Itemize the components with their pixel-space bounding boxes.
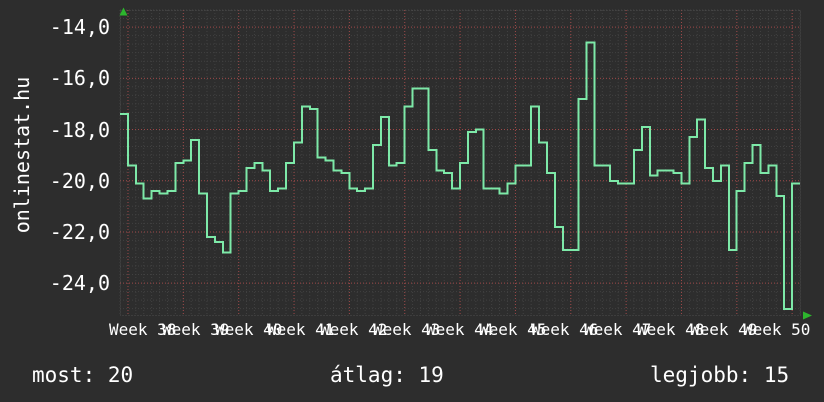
x-tick-label: Week 41 xyxy=(267,320,335,339)
stat-best-value: 15 xyxy=(763,363,790,387)
x-tick-label: Week 49 xyxy=(690,320,758,339)
y-axis-arrow-icon xyxy=(119,7,128,16)
stat-best: legjobb: 15 xyxy=(650,363,789,387)
y-tick-label: -14,0 xyxy=(49,15,110,39)
x-tick-label: Week 47 xyxy=(584,320,652,339)
grid-major-lines xyxy=(120,10,800,315)
x-axis-arrow-icon xyxy=(803,311,812,320)
y-tick-label: -22,0 xyxy=(49,220,110,244)
x-tick-label: Week 42 xyxy=(320,320,388,339)
x-tick-label: Week 39 xyxy=(162,320,230,339)
x-tick-label: Week 46 xyxy=(531,320,599,339)
plot-border xyxy=(120,10,801,316)
stat-average: átlag: 19 xyxy=(330,363,444,387)
y-tick-label: -18,0 xyxy=(49,118,110,142)
x-tick-label: Week 50 xyxy=(743,320,811,339)
x-tick-label: Week 48 xyxy=(637,320,705,339)
series-line xyxy=(120,41,800,310)
y-tick-label: -16,0 xyxy=(49,66,110,90)
y-tick-label: -20,0 xyxy=(49,169,110,193)
x-tick-label: Week 38 xyxy=(109,320,177,339)
x-tick-label: Week 45 xyxy=(479,320,547,339)
x-tick-label: Week 44 xyxy=(426,320,494,339)
y-tick-label: -24,0 xyxy=(49,271,110,295)
stat-current-value: 20 xyxy=(107,363,134,387)
stat-best-label: legjobb: xyxy=(650,363,752,387)
stat-current-label: most: xyxy=(32,363,96,387)
stat-current: most: 20 xyxy=(32,363,133,387)
x-tick-label: Week 43 xyxy=(373,320,441,339)
site-branding-label: onlinestat.hu xyxy=(10,76,34,234)
stat-average-label: átlag: xyxy=(330,363,406,387)
x-tick-label: Week 40 xyxy=(215,320,283,339)
stat-average-value: 19 xyxy=(418,363,444,387)
